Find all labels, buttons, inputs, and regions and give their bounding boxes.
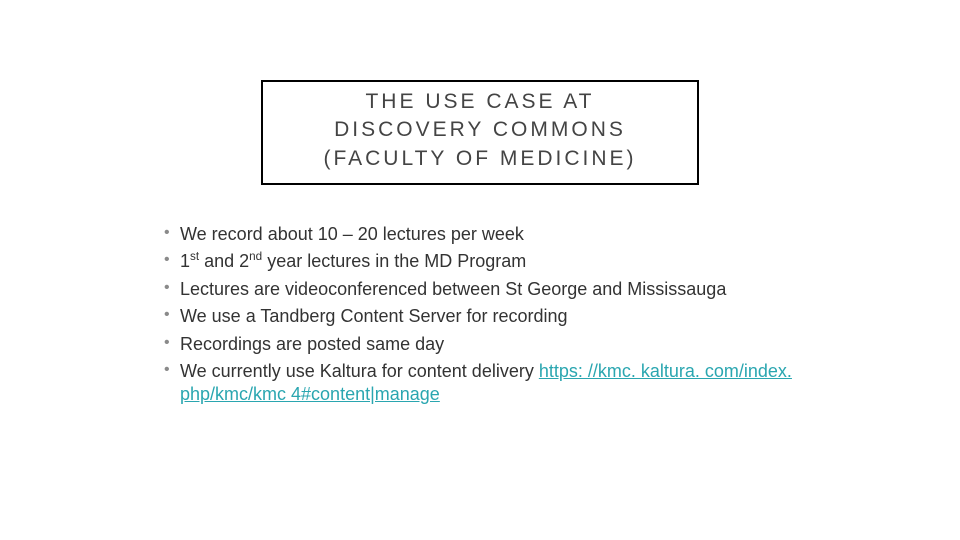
content-area: We record about 10 – 20 lectures per wee…	[160, 223, 800, 411]
title-line-2: DISCOVERY COMMONS	[323, 116, 636, 144]
bullet-text: Recordings are posted same day	[180, 334, 444, 354]
bullet-text: We record about 10 – 20 lectures per wee…	[180, 224, 524, 244]
bullet-text: We currently use Kaltura for content del…	[180, 361, 539, 381]
title-line-3: (FACULTY OF MEDICINE)	[323, 145, 636, 173]
ordinal-number: 1	[180, 251, 190, 271]
list-item: We use a Tandberg Content Server for rec…	[160, 305, 800, 328]
bullet-list: We record about 10 – 20 lectures per wee…	[160, 223, 800, 407]
slide: THE USE CASE AT DISCOVERY COMMONS (FACUL…	[0, 0, 960, 540]
title-line-1: THE USE CASE AT	[323, 88, 636, 116]
list-item: Lectures are videoconferenced between St…	[160, 278, 800, 301]
bullet-text: year lectures in the MD Program	[262, 251, 526, 271]
ordinal-suffix: nd	[249, 250, 262, 263]
bullet-text: We use a Tandberg Content Server for rec…	[180, 306, 568, 326]
title-box: THE USE CASE AT DISCOVERY COMMONS (FACUL…	[261, 80, 698, 185]
ordinal-number: 2	[239, 251, 249, 271]
list-item: Recordings are posted same day	[160, 333, 800, 356]
bullet-text: Lectures are videoconferenced between St…	[180, 279, 726, 299]
list-item: We record about 10 – 20 lectures per wee…	[160, 223, 800, 246]
bullet-text: and	[199, 251, 239, 271]
ordinal-suffix: st	[190, 250, 199, 263]
list-item: We currently use Kaltura for content del…	[160, 360, 800, 407]
list-item: 1st and 2nd year lectures in the MD Prog…	[160, 250, 800, 273]
